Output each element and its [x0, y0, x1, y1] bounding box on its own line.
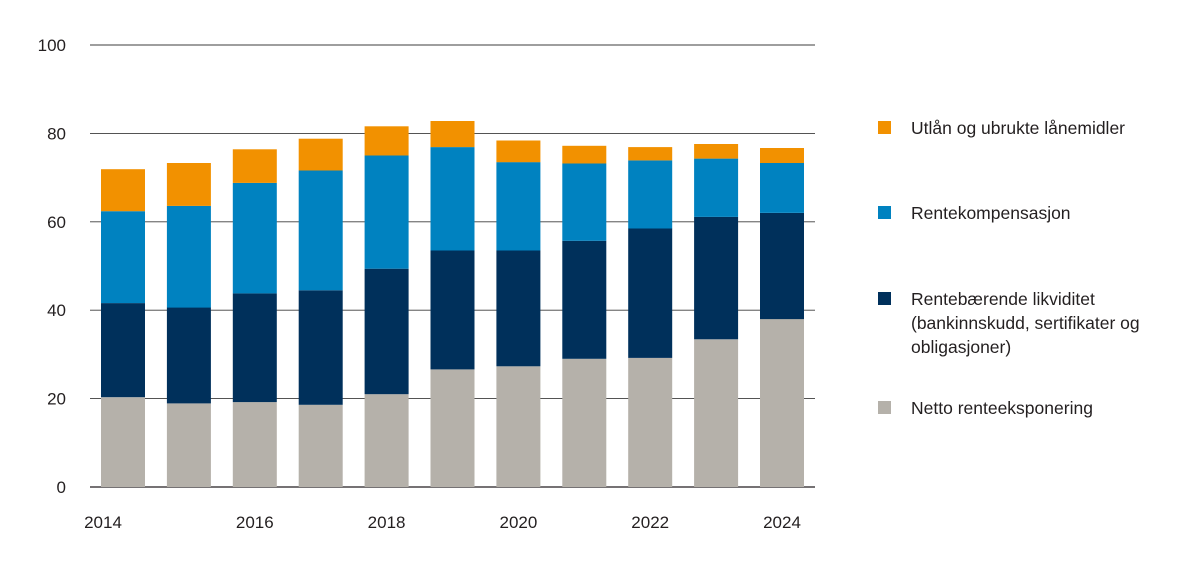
bar-2021-series-3: [562, 145, 607, 164]
bar-2019-series-3: [430, 121, 475, 148]
bar-2014-series-1: [101, 303, 145, 398]
bar-2014-series-0: [101, 397, 145, 487]
x-axis-tick-labels: 2014 2016 2018 2020 2022 2024: [84, 513, 801, 532]
legend-item-utlan: Utlån og ubrukte lånemidler: [878, 116, 1191, 140]
bar-2021-series-2: [562, 163, 607, 241]
bar-2015-series-3: [166, 163, 211, 206]
bar-2018-series-1: [364, 268, 409, 395]
bar-2015-series-2: [166, 205, 211, 308]
y-tick-label-100: 100: [38, 36, 66, 55]
bar-2024-series-2: [760, 163, 804, 213]
bar-2023-series-0: [694, 339, 739, 487]
bar-2017-series-0: [298, 404, 343, 487]
legend-swatch-netto-renteeksponering: [878, 401, 891, 414]
bar-2021-series-1: [562, 240, 607, 359]
bar-2017-series-1: [298, 290, 343, 405]
x-tick-label-2020: 2020: [499, 513, 537, 532]
bar-2024-series-1: [760, 213, 804, 320]
bar-2018-series-3: [364, 126, 409, 156]
legend-item-netto-renteeksponering: Netto renteeksponering: [878, 396, 1191, 420]
legend: Utlån og ubrukte lånemidler Rentekompens…: [878, 0, 1198, 569]
legend-item-rentebaerende-likviditet: Rentebærende likviditet (bankinnskudd, s…: [878, 287, 1191, 359]
legend-label-rentebaerende-likviditet: Rentebærende likviditet (bankinnskudd, s…: [911, 289, 1140, 357]
x-tick-label-2024: 2024: [763, 513, 801, 532]
x-tick-label-2014: 2014: [84, 513, 122, 532]
bar-2019-series-1: [430, 250, 475, 370]
bar-2020-series-3: [496, 140, 541, 163]
bar-2024-series-3: [760, 148, 804, 163]
legend-label-utlan: Utlån og ubrukte lånemidler: [911, 118, 1126, 138]
bar-2022-series-0: [628, 357, 673, 487]
bar-2019-series-2: [430, 147, 475, 251]
bars: [101, 121, 804, 487]
bar-2024-series-0: [760, 319, 804, 487]
x-tick-label-2022: 2022: [631, 513, 669, 532]
bar-2016-series-1: [232, 293, 277, 403]
bar-2016-series-3: [232, 149, 277, 183]
y-tick-label-60: 60: [47, 213, 66, 232]
bar-2023-series-1: [694, 216, 739, 340]
bar-2017-series-2: [298, 170, 343, 291]
y-tick-label-0: 0: [57, 478, 66, 497]
y-tick-label-40: 40: [47, 301, 66, 320]
bar-2021-series-0: [562, 358, 607, 487]
bar-2022-series-3: [628, 147, 673, 161]
y-tick-label-80: 80: [47, 124, 66, 143]
bar-2020-series-0: [496, 366, 541, 487]
bar-2015-series-0: [166, 403, 211, 487]
legend-swatch-rentebaerende-likviditet: [878, 292, 891, 305]
bar-2020-series-2: [496, 162, 541, 251]
legend-swatch-utlan: [878, 121, 891, 134]
bar-2019-series-0: [430, 369, 475, 487]
bar-2014-series-2: [101, 211, 145, 304]
bar-2020-series-1: [496, 250, 541, 367]
legend-label-netto-renteeksponering: Netto renteeksponering: [911, 398, 1093, 418]
bar-2014-series-3: [101, 169, 145, 212]
bar-2022-series-1: [628, 228, 673, 358]
bar-2023-series-2: [694, 158, 739, 217]
bar-2023-series-3: [694, 144, 739, 159]
bar-2018-series-0: [364, 394, 409, 487]
x-tick-label-2016: 2016: [236, 513, 274, 532]
x-tick-label-2018: 2018: [368, 513, 406, 532]
legend-label-rentekompensasjon: Rentekompensasjon: [911, 203, 1071, 223]
legend-item-rentekompensasjon: Rentekompensasjon: [878, 201, 1191, 225]
bar-2016-series-2: [232, 182, 277, 294]
y-tick-label-20: 20: [47, 390, 66, 409]
bar-2017-series-3: [298, 138, 343, 171]
y-axis-tick-labels: 0 20 40 60 80 100: [38, 36, 66, 497]
legend-swatch-rentekompensasjon: [878, 206, 891, 219]
bar-2015-series-1: [166, 307, 211, 404]
bar-2016-series-0: [232, 402, 277, 487]
bar-2022-series-2: [628, 160, 673, 229]
bar-2018-series-2: [364, 155, 409, 269]
